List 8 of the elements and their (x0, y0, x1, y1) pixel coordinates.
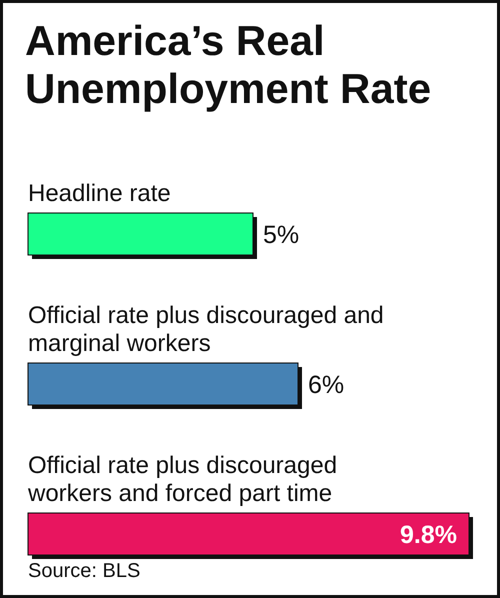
source-note: Source: BLS (28, 560, 140, 583)
data-label: 6% (308, 371, 344, 399)
data-label: 5% (263, 221, 300, 249)
chart-title: America’s Real Unemployment Rate (24, 16, 432, 113)
y-tick-label: Headline rate (28, 180, 171, 207)
y-tick-label: Official rate plus discouraged workers and forced part time (27, 452, 338, 507)
data-label: 9.8% (400, 521, 457, 549)
y-tick-label: Official rate plus discouraged and marginal workers (28, 302, 384, 357)
